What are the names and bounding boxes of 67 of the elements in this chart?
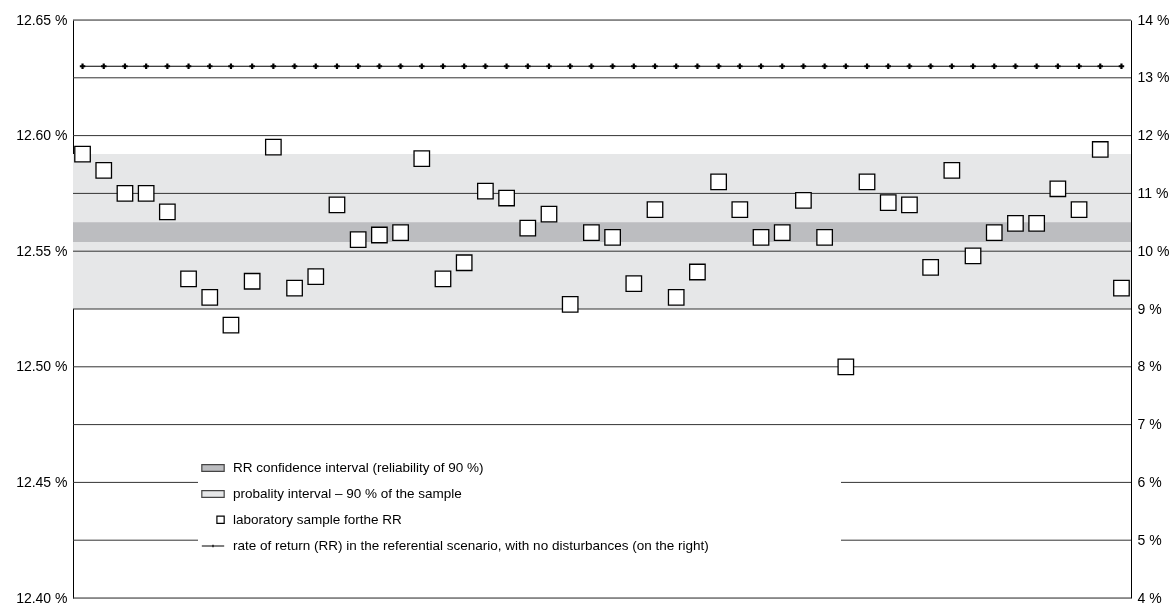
y2-tick-label: 6 % xyxy=(1137,473,1162,490)
point xyxy=(858,173,876,191)
y-tick-label: 12.55 % xyxy=(16,242,68,259)
y-tick-label: 12.45 % xyxy=(16,473,68,490)
point xyxy=(137,185,155,202)
legend-label: rate of return (RR) in the referential scenario, with no disturbances (on the right) xyxy=(233,538,709,553)
point xyxy=(816,228,834,246)
y2-tick-label: 8 % xyxy=(1137,358,1162,375)
y2-tick-label: 14 % xyxy=(1137,11,1170,28)
point xyxy=(307,268,325,286)
point xyxy=(604,228,621,246)
legend-label: RR confidence interval (reliability of 90 %) xyxy=(233,460,484,475)
point xyxy=(392,224,409,242)
y2-tick-label: 7 % xyxy=(1137,416,1162,433)
point xyxy=(540,205,558,223)
point xyxy=(370,226,388,244)
point xyxy=(710,173,728,191)
y-tick-label: 12.60 % xyxy=(16,127,68,144)
point xyxy=(985,224,1003,242)
point xyxy=(964,247,982,265)
y2-tick-label: 12 % xyxy=(1137,127,1170,144)
point xyxy=(922,258,940,276)
point xyxy=(243,272,261,290)
y2-tick-label: 9 % xyxy=(1137,300,1162,317)
y2-tick-label: 10 % xyxy=(1137,242,1170,259)
point xyxy=(455,254,473,272)
point xyxy=(519,219,537,237)
point xyxy=(286,279,303,297)
point xyxy=(180,270,197,288)
point xyxy=(752,228,770,246)
y-tick-label: 12.65 % xyxy=(16,11,68,28)
point xyxy=(158,203,176,221)
y-tick-label: 12.40 % xyxy=(16,589,68,605)
y2-tick-label: 11 % xyxy=(1137,184,1169,201)
point xyxy=(943,161,961,179)
y2-tick-label: 4 % xyxy=(1137,589,1162,605)
point xyxy=(583,224,600,242)
point xyxy=(434,270,452,288)
point xyxy=(349,231,367,249)
point xyxy=(1070,201,1088,218)
point xyxy=(476,182,494,200)
point xyxy=(1049,180,1067,198)
point xyxy=(74,145,91,163)
legend-label: laboratory sample forthe RR xyxy=(233,512,403,527)
point xyxy=(498,189,515,207)
point xyxy=(879,194,897,212)
point xyxy=(667,289,685,306)
y2-tick-label: 13 % xyxy=(1137,69,1170,86)
point xyxy=(646,201,664,218)
y-tick-label: 12.50 % xyxy=(16,358,68,375)
y2-tick-label: 5 % xyxy=(1137,531,1162,548)
point xyxy=(116,185,134,202)
point xyxy=(328,196,346,214)
point xyxy=(625,275,643,292)
point xyxy=(201,289,219,306)
point xyxy=(1007,215,1024,232)
point xyxy=(1113,279,1130,297)
point xyxy=(413,150,431,168)
legend-label: probality interval – 90 % of the sample xyxy=(233,486,462,501)
point xyxy=(731,201,749,218)
point xyxy=(561,295,579,313)
point xyxy=(773,224,791,242)
point xyxy=(1028,215,1046,232)
point xyxy=(901,196,918,214)
point xyxy=(95,161,113,179)
point xyxy=(795,191,812,209)
point xyxy=(689,263,706,281)
